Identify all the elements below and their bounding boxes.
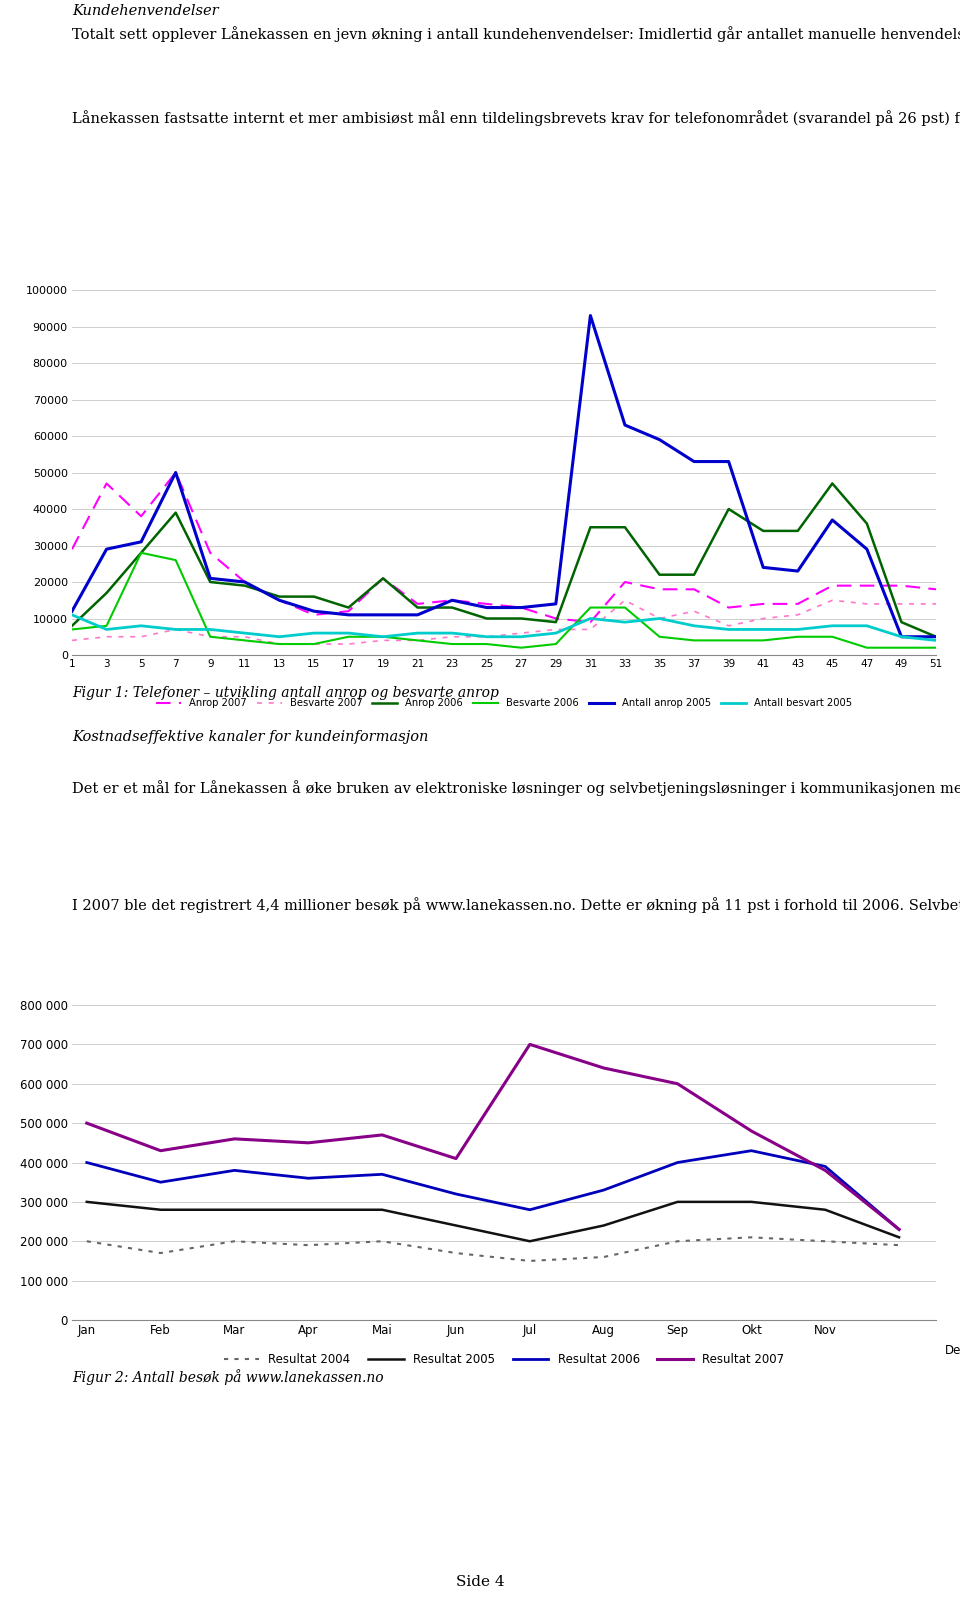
Text: Kostnadseffektive kanaler for kundeinformasjon: Kostnadseffektive kanaler for kundeinfor… [72, 729, 428, 744]
Legend: Resultat 2004, Resultat 2005, Resultat 2006, Resultat 2007: Resultat 2004, Resultat 2005, Resultat 2… [219, 1348, 789, 1371]
Text: Side 4: Side 4 [456, 1574, 504, 1589]
Text: I 2007 ble det registrert 4,4 millioner besøk på www.lanekassen.no. Dette er økn: I 2007 ble det registrert 4,4 millioner … [72, 898, 960, 914]
Text: Det er et mål for Lånekassen å øke bruken av elektroniske løsninger og selvbetje: Det er et mål for Lånekassen å øke bruke… [72, 781, 960, 795]
Text: Figur 1: Telefoner – utvikling antall anrop og besvarte anrop: Figur 1: Telefoner – utvikling antall an… [72, 686, 499, 699]
Text: Des: Des [945, 1343, 960, 1356]
Text: Totalt sett opplever Lånekassen en jevn økning i antall kundehenvendelser: Imidl: Totalt sett opplever Lånekassen en jevn … [72, 26, 960, 42]
Legend: Anrop 2007, Besvarte 2007, Anrop 2006, Besvarte 2006, Antall anrop 2005, Antall : Anrop 2007, Besvarte 2007, Anrop 2006, B… [152, 694, 856, 712]
Text: Kundehenvendelser: Kundehenvendelser [72, 5, 219, 18]
Text: Lånekassen fastsatte internt et mer ambisiøst mål enn tildelingsbrevets krav for: Lånekassen fastsatte internt et mer ambi… [72, 111, 960, 127]
Text: Figur 2: Antall besøk på www.lanekassen.no: Figur 2: Antall besøk på www.lanekassen.… [72, 1369, 384, 1385]
